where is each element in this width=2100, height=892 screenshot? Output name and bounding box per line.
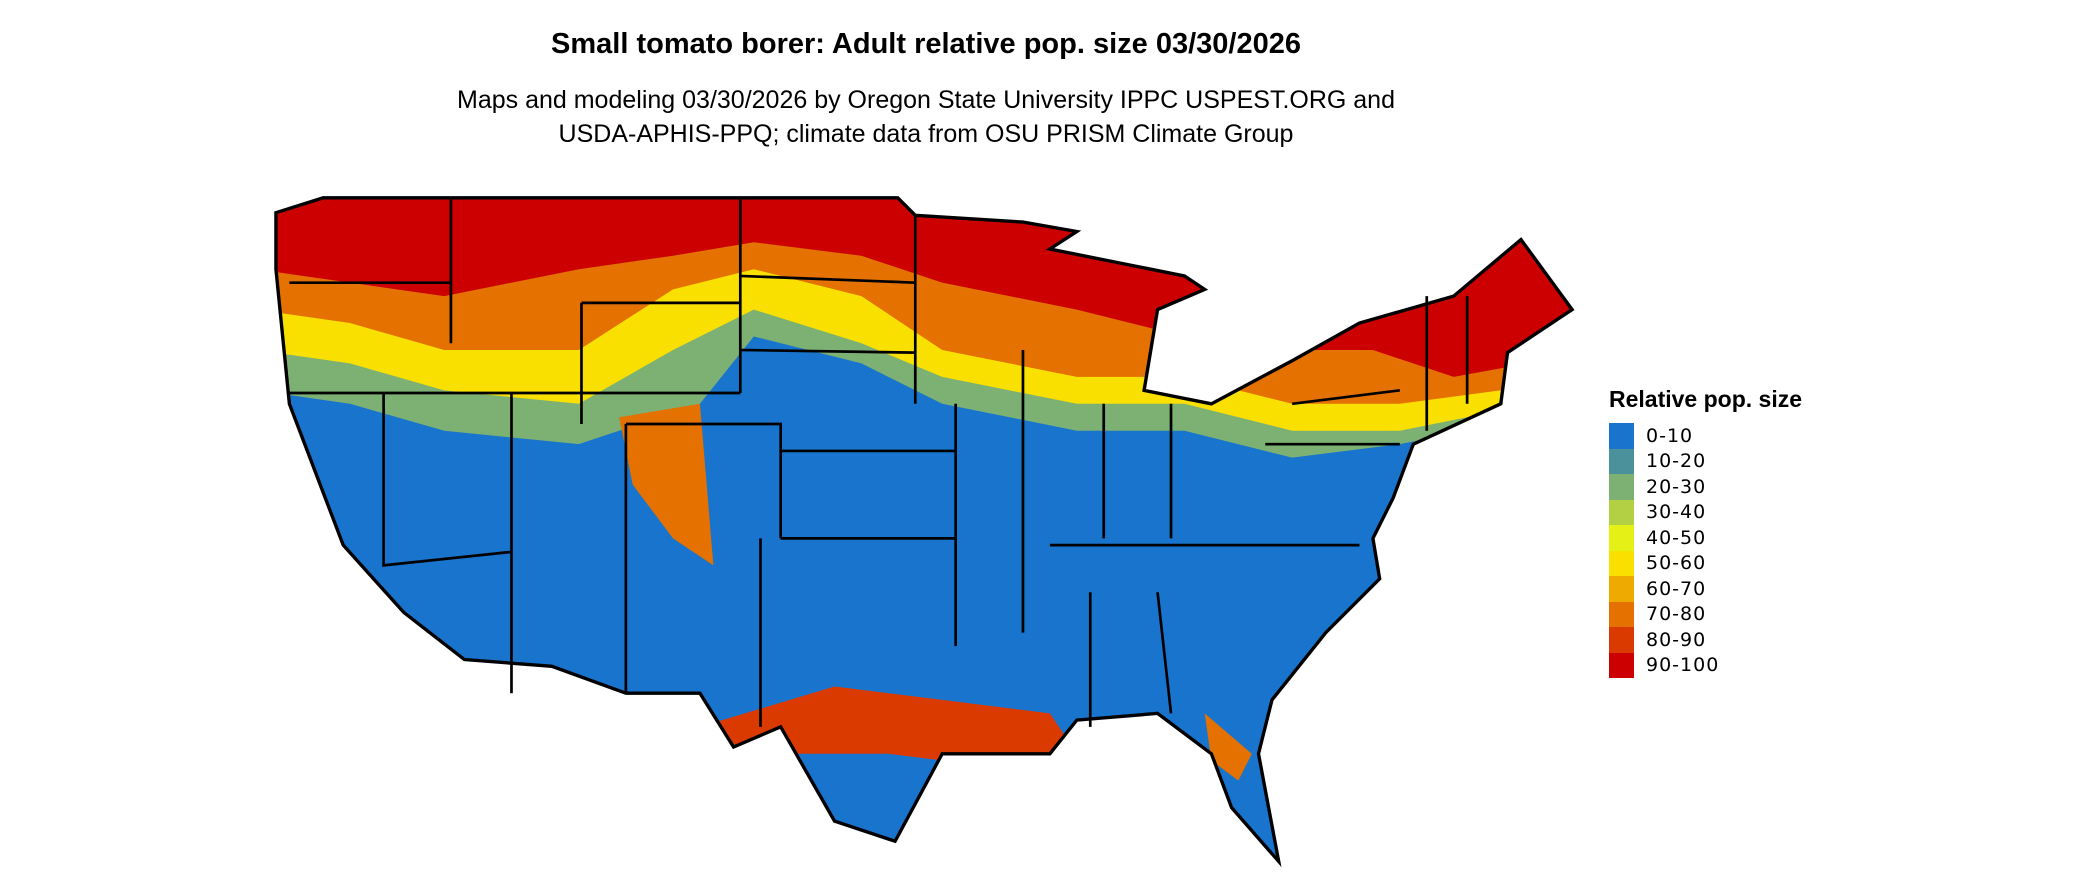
legend-item: 50-60: [1609, 550, 1802, 576]
legend-swatch: [1609, 627, 1634, 653]
legend-label: 30-40: [1646, 501, 1707, 524]
legend-swatch: [1609, 525, 1634, 551]
legend-label: 80-90: [1646, 628, 1707, 651]
legend-title: Relative pop. size: [1609, 386, 1803, 412]
legend-label: 50-60: [1646, 552, 1707, 575]
legend-item: 80-90: [1609, 627, 1802, 653]
legend-label: 40-50: [1646, 526, 1707, 549]
legend-swatch: [1609, 550, 1634, 576]
map-subtitle-line-1: Maps and modeling 03/30/2026 by Oregon S…: [457, 86, 1395, 114]
legend-item: 90-100: [1609, 652, 1802, 678]
legend-item: 20-30: [1609, 474, 1802, 500]
legend-swatch: [1609, 499, 1634, 525]
legend-swatch: [1609, 652, 1634, 678]
legend-label: 60-70: [1646, 577, 1707, 600]
legend-label: 10-20: [1646, 450, 1707, 473]
legend-item: 30-40: [1609, 499, 1802, 525]
legend-item: 0-10: [1609, 423, 1802, 449]
map-subtitle-line-2: USDA-APHIS-PPQ; climate data from OSU PR…: [558, 120, 1294, 148]
legend-label: 70-80: [1646, 603, 1707, 626]
legend-swatch: [1609, 423, 1634, 449]
legend-item: 10-20: [1609, 448, 1802, 474]
legend-item: 40-50: [1609, 525, 1802, 551]
legend-items: 0-10 10-20 20-30 30-40 40-50 50-60 60-70 70-80 8…: [1609, 423, 1802, 678]
legend-swatch: [1609, 448, 1634, 474]
map-title: Small tomato borer: Adult relative pop. …: [551, 28, 1301, 60]
legend-item: 70-80: [1609, 601, 1802, 627]
legend: Relative pop. size 0-10 10-20 20-30 30-40 40…: [1609, 386, 1802, 678]
state-borders: [289, 197, 1469, 727]
legend-swatch: [1609, 576, 1634, 602]
legend-swatch: [1609, 474, 1634, 500]
legend-swatch: [1609, 601, 1634, 627]
colorado-mountain-region: [619, 403, 714, 566]
legend-label: 90-100: [1646, 654, 1720, 677]
legend-item: 60-70: [1609, 576, 1802, 602]
legend-label: 20-30: [1646, 475, 1707, 498]
legend-label: 0-10: [1646, 424, 1694, 447]
